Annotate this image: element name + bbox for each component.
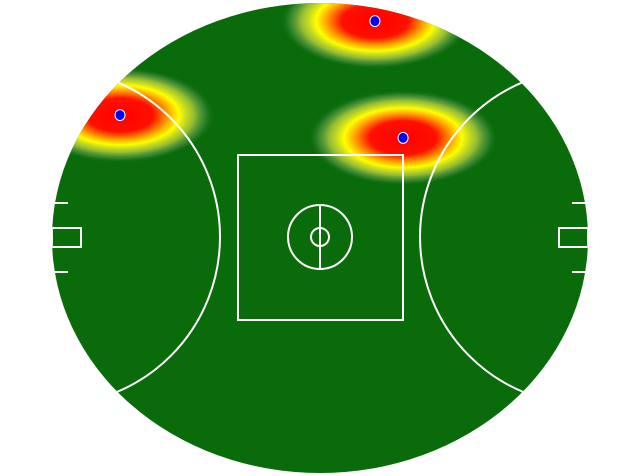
data-point-1 (114, 109, 126, 122)
left-50m-arc (52, 68, 221, 406)
left-goal-square (52, 227, 82, 248)
data-point-3 (397, 131, 409, 144)
right-50m-arc (419, 68, 588, 406)
data-point-2 (369, 15, 381, 28)
right-goal-square (558, 227, 588, 248)
centre-square (237, 154, 404, 321)
